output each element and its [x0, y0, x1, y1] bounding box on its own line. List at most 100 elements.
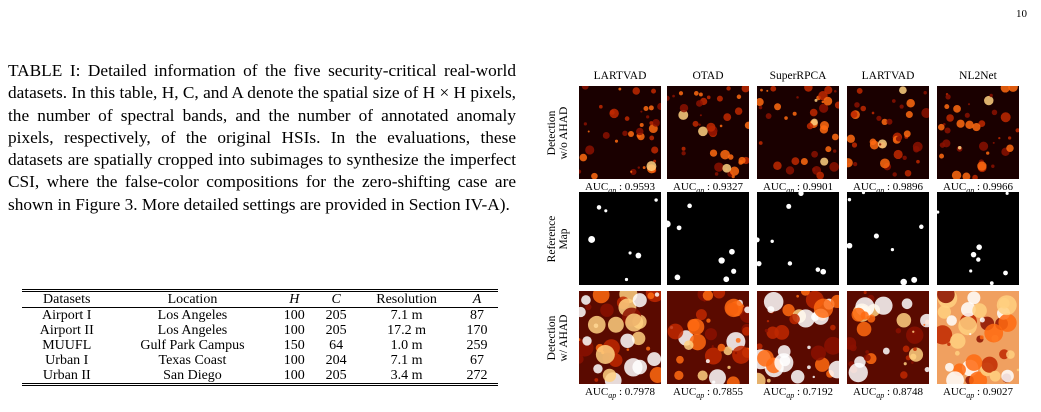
image-blob	[1008, 86, 1018, 92]
image-background	[667, 192, 749, 285]
image-blob	[912, 141, 923, 152]
table-cell: Los Angeles	[157, 323, 228, 338]
image-blob	[631, 331, 646, 346]
score-value: 0.9593	[624, 181, 656, 193]
result-image	[937, 291, 1019, 384]
image-blob	[609, 109, 615, 115]
score-value: 0.7978	[624, 386, 656, 398]
image-blob	[820, 268, 827, 275]
row-label-line: Map	[558, 227, 570, 250]
row-label-line: w/ AHAD	[558, 314, 570, 361]
image-blob	[654, 292, 660, 297]
image-blob	[582, 336, 592, 346]
auc-score: AUCap : 0.9896	[844, 181, 932, 195]
image-blob	[946, 315, 957, 326]
image-blob	[924, 366, 929, 373]
image-blob	[632, 293, 647, 308]
score-sep: :	[704, 386, 713, 398]
image-blob	[742, 326, 749, 336]
score-sep: :	[616, 386, 625, 398]
image-blob	[978, 120, 986, 127]
image-blob	[719, 124, 723, 128]
header-cell: Resolution	[357, 290, 457, 308]
image-blob	[713, 291, 726, 299]
score-name: AUC	[762, 181, 787, 193]
table-cell: San Diego	[163, 368, 222, 383]
image-blob	[891, 99, 896, 103]
image-blob	[757, 343, 763, 350]
image-blob	[729, 166, 740, 176]
column-title: OTAD	[692, 70, 724, 82]
image-blob	[585, 145, 595, 155]
image-blob	[624, 116, 630, 121]
image-blob	[729, 248, 735, 255]
table-row: MUUFL Gulf Park Campus 150 64 1.0 m 259	[22, 338, 498, 353]
image-blob	[726, 86, 731, 91]
image-blob	[945, 94, 951, 100]
image-blob	[642, 166, 646, 170]
score-name: AUC	[584, 181, 609, 193]
image-blob	[594, 378, 599, 382]
result-image	[757, 192, 839, 285]
image-blob	[706, 95, 711, 100]
image-blob	[624, 277, 629, 282]
table-cell: 259	[466, 338, 488, 353]
header-cell: C	[315, 290, 358, 308]
auc-score: AUCap : 0.9901	[754, 181, 842, 195]
image-blob	[774, 103, 782, 111]
image-blob	[972, 123, 981, 132]
image-blob	[970, 251, 977, 258]
image-blob	[632, 359, 648, 375]
image-blob	[798, 192, 804, 196]
image-blob	[856, 88, 863, 94]
image-blob	[893, 149, 903, 160]
image-blob	[782, 304, 795, 317]
image-blob	[717, 343, 726, 352]
image-blob	[600, 303, 614, 317]
image-blob	[630, 170, 633, 173]
score-sep: :	[794, 386, 803, 398]
image-blob	[706, 122, 716, 132]
image-blob	[939, 142, 946, 148]
image-blob	[810, 345, 826, 361]
image-blob	[732, 345, 749, 364]
image-blob	[709, 149, 718, 157]
image-blob	[899, 86, 907, 95]
image-blob	[714, 172, 719, 176]
image-blob	[972, 174, 978, 179]
image-blob	[1015, 128, 1019, 133]
image-blob	[614, 139, 619, 143]
image-blob	[800, 291, 810, 296]
column-title: LARTVAD	[593, 70, 647, 82]
auc-score: AUCap : 0.7978	[576, 386, 664, 400]
image-blob	[833, 89, 837, 93]
image-blob	[738, 160, 744, 165]
image-blob	[811, 150, 818, 158]
image-blob	[676, 355, 684, 364]
image-blob	[757, 372, 766, 384]
image-blob	[937, 291, 955, 304]
image-blob	[981, 356, 998, 373]
score-value: 0.9901	[802, 181, 834, 193]
image-blob	[735, 337, 741, 343]
image-blob	[979, 317, 985, 323]
image-blob	[731, 268, 737, 274]
image-blob	[774, 325, 790, 340]
image-blob	[916, 159, 920, 164]
image-blob	[869, 140, 879, 150]
score-name: AUC	[762, 386, 787, 398]
image-blob	[628, 251, 632, 255]
image-blob	[950, 333, 966, 349]
image-blob	[712, 380, 716, 384]
image-blob	[636, 127, 644, 136]
image-blob	[770, 239, 774, 243]
image-blob	[627, 130, 635, 138]
image-blob	[831, 133, 839, 141]
image-blob	[920, 313, 929, 328]
image-blob	[698, 126, 708, 137]
auc-score: AUCap : 0.9027	[934, 386, 1022, 400]
image-blob	[861, 192, 866, 195]
image-blob	[834, 101, 839, 109]
table-cell: 100	[283, 353, 305, 368]
